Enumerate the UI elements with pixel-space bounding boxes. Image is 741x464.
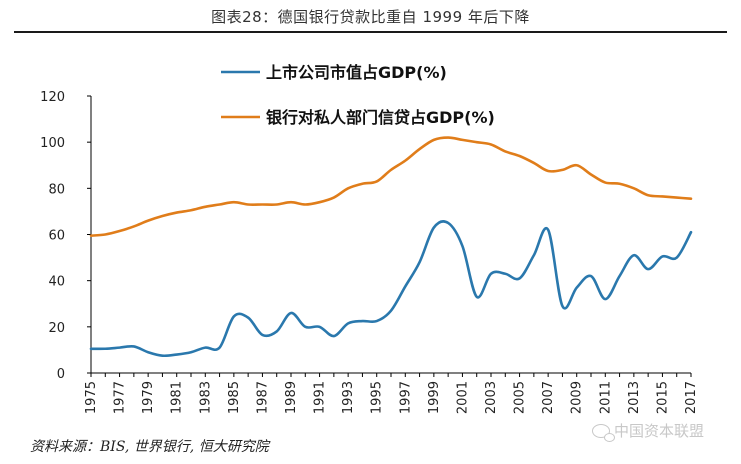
watermark-text: 中国资本联盟 <box>614 422 705 440</box>
x-tick-label: 1981 <box>170 381 185 414</box>
x-tick-label: 2001 <box>455 381 470 414</box>
y-tick-label: 60 <box>48 229 65 244</box>
x-tick-label: 1983 <box>198 381 213 414</box>
series-line-bank-credit <box>89 136 693 237</box>
x-tick-label: 1975 <box>84 381 99 414</box>
x-tick-label: 2007 <box>541 381 556 414</box>
title-divider <box>14 31 727 33</box>
x-tick-label: 1991 <box>313 381 328 414</box>
x-tick-label: 2011 <box>598 381 613 414</box>
chart-title: 图表28：德国银行贷款比重自 1999 年后下降 <box>211 8 530 26</box>
series-line-market-cap <box>89 220 693 358</box>
x-tick-label: 1977 <box>113 381 128 414</box>
x-tick-label: 2009 <box>570 381 585 414</box>
x-tick-label: 1995 <box>370 381 385 414</box>
x-tick-label: 1979 <box>141 381 156 414</box>
x-tick-label: 1989 <box>284 381 299 414</box>
y-tick-label: 120 <box>40 90 65 105</box>
x-tick-label: 1985 <box>227 381 242 414</box>
x-tick-label: 1987 <box>255 381 270 414</box>
x-tick-label: 1997 <box>398 381 413 414</box>
source-note: 资料来源：BIS, 世界银行, 恒大研究院 <box>30 439 269 455</box>
watermark: 中国资本联盟 <box>592 420 705 442</box>
y-tick-label: 80 <box>48 182 65 197</box>
x-tick-label: 2017 <box>684 381 699 414</box>
y-tick-label: 0 <box>57 367 65 382</box>
y-tick-label: 100 <box>40 136 65 151</box>
x-tick-label: 2015 <box>655 381 670 414</box>
x-tick-label: 1993 <box>341 381 356 414</box>
wechat-icon <box>592 423 615 442</box>
x-tick-label: 2013 <box>627 381 642 414</box>
x-tick-label: 2005 <box>513 381 528 414</box>
legend-item-bank-credit-label: 银行对私人部门信贷占GDP(%) <box>266 108 495 127</box>
legend-item-market-cap-label: 上市公司市值占GDP(%) <box>266 63 447 82</box>
x-tick-label: 1999 <box>427 381 442 414</box>
y-tick-label: 20 <box>48 321 65 336</box>
y-tick-label: 40 <box>48 275 65 290</box>
x-tick-label: 2003 <box>484 381 499 414</box>
